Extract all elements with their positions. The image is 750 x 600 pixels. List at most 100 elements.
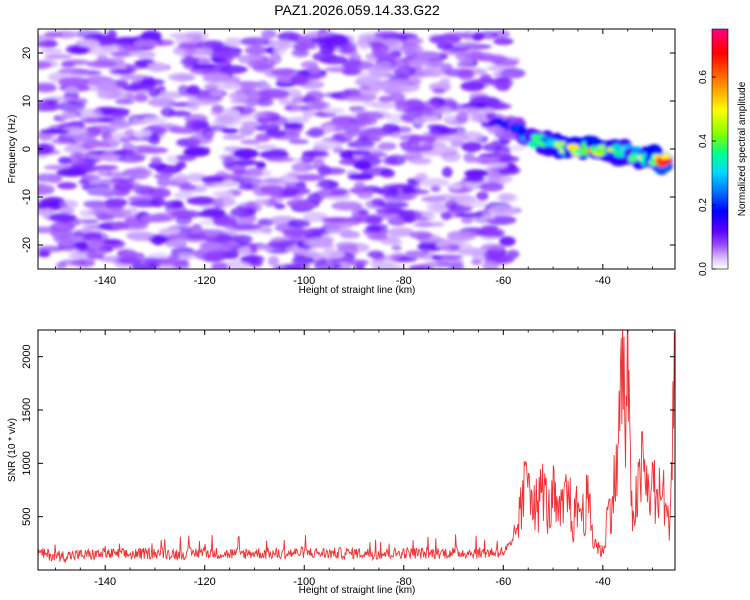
spectrogram-noise-cell	[259, 185, 285, 194]
spectrogram-noise-cell	[57, 100, 86, 112]
spectrogram-noise-cell	[69, 46, 90, 54]
spectrogram-noise-cell	[389, 92, 406, 103]
spectrogram-noise-cell	[357, 71, 387, 79]
spectrogram-noise-cell	[484, 102, 512, 111]
spectrogram-noise-cell	[183, 55, 195, 63]
spectrogram-noise-cell	[265, 156, 295, 163]
spectrogram-noise-cell	[142, 76, 155, 84]
spectrogram-signal-cell	[485, 112, 497, 121]
spectrogram-noise-cell	[224, 37, 242, 48]
spectrogram-noise-cell	[38, 40, 59, 48]
spectrogram-noise-cell	[269, 53, 282, 65]
spectrogram-noise-cell	[203, 83, 220, 90]
spectrogram-noise-cell	[191, 120, 210, 128]
spectrogram-noise-cell	[405, 216, 429, 222]
spectrogram-noise-cell	[256, 97, 274, 107]
spectrogram-noise-cell	[388, 227, 415, 237]
spectrogram-noise-cell	[375, 207, 403, 215]
spectrogram-noise-cell	[356, 111, 385, 120]
spectrogram-noise-cell	[506, 249, 520, 259]
spectrogram-noise-cell	[185, 233, 208, 240]
spectrogram-noise-cell	[38, 34, 49, 42]
spectrogram-noise-cell	[493, 37, 514, 46]
spectrogram-noise-cell	[427, 205, 450, 214]
spectrogram-noise-cell	[478, 30, 499, 40]
spectrogram-noise-cell	[140, 214, 170, 223]
spectrogram-noise-cell	[173, 253, 196, 260]
spectrogram-noise-cell	[38, 184, 55, 195]
spectrogram-noise-cell	[38, 84, 57, 93]
colorbar-tick-label: 0.6	[698, 70, 709, 84]
spectrogram-noise-cell	[212, 196, 237, 207]
colorbar-ticks: 0.0 0.2 0.4 0.6	[698, 70, 716, 276]
spectrogram-noise-cell	[111, 221, 130, 230]
spectrogram-noise-cell	[347, 173, 374, 181]
spectrogram-noise-cell	[239, 254, 265, 264]
spectrogram-noise-cell	[133, 39, 159, 48]
spectrogram-noise-cell	[307, 66, 321, 75]
spectrogram-noise-cell	[283, 122, 304, 130]
chart-title: PAZ1.2026.059.14.33.G22	[274, 2, 440, 18]
spectrogram-noise-cell	[219, 65, 248, 74]
spectrogram-noise-cell	[422, 66, 445, 78]
spectrogram-noise-cell	[461, 217, 474, 224]
spectrogram-noise-cell	[202, 72, 230, 84]
spectrogram-noise-cell	[183, 147, 210, 157]
spectrogram-noise-cell	[498, 193, 515, 202]
spectrogram-noise-cell	[291, 256, 315, 265]
spectrogram-noise-cell	[222, 157, 236, 168]
spectrogram-noise-cell	[330, 190, 346, 197]
spectrogram-noise-cell	[53, 234, 79, 244]
spectrogram-noise-cell	[81, 231, 109, 243]
spectrogram-xlabel: Height of straight line (km)	[299, 285, 416, 296]
spectrogram-noise-cell	[353, 181, 366, 189]
spectrogram-noise-cell	[323, 107, 346, 114]
spectrogram-noise-cell	[254, 144, 278, 150]
spectrogram-noise-cell	[461, 141, 483, 153]
spectrogram-noise-cell	[57, 182, 77, 190]
spectrogram-noise-cell	[488, 205, 519, 216]
spectrogram-noise-cell	[231, 234, 253, 244]
colorbar-tick-label: 0.0	[698, 262, 709, 276]
spectrogram-noise-cell	[123, 168, 149, 176]
spectrogram-noise-cell	[59, 199, 79, 209]
spectrogram-noise-cell	[209, 90, 224, 97]
spectrogram-noise-cell	[187, 102, 200, 112]
spectrogram-noise-cell	[269, 148, 287, 155]
x-tick-label: -100	[293, 576, 315, 588]
spectrogram-noise-cell	[230, 206, 257, 218]
spectrogram-noise-cell	[44, 98, 59, 106]
spectrogram-noise-cell	[313, 260, 342, 269]
snr-ylabel: SNR (10 * v/v)	[7, 418, 18, 482]
y-tick-label: 2000	[21, 344, 33, 368]
spectrogram-noise-cell	[328, 167, 341, 174]
spectrogram-noise-cell	[318, 250, 346, 259]
spectrogram-noise-cell	[147, 97, 176, 108]
spectrogram-noise-cell	[302, 150, 329, 158]
spectrogram-noise-cell	[58, 76, 90, 88]
spectrogram-noise-cell	[229, 98, 259, 105]
spectrogram-noise-cell	[491, 254, 510, 263]
spectrogram-noise-cell	[391, 245, 402, 251]
spectrogram-noise-cell	[242, 107, 258, 114]
spectrogram-noise-cell	[410, 157, 432, 165]
x-tick-label: -100	[293, 275, 315, 287]
spectrogram-noise-cell	[290, 74, 309, 85]
spectrogram-noise-cell	[277, 41, 291, 51]
spectrogram-noise-cell	[436, 254, 464, 260]
spectrogram-noise-cell	[406, 37, 424, 45]
spectrogram-noise-cell	[60, 61, 76, 68]
spectrogram-noise-cell	[103, 239, 122, 246]
spectrogram-noise-cell	[482, 143, 502, 152]
spectrogram-noise-cell	[345, 259, 370, 266]
spectrogram-noise-cell	[288, 139, 309, 145]
spectrogram-noise-cell	[186, 85, 200, 96]
spectrogram-noise-cell	[39, 48, 63, 54]
spectrogram-noise-cell	[291, 105, 302, 112]
spectrogram-noise-cell	[51, 138, 70, 145]
spectrogram-noise-cell	[186, 196, 218, 206]
spectrogram-noise-cell	[116, 79, 129, 87]
spectrogram-noise-cell	[50, 222, 75, 233]
